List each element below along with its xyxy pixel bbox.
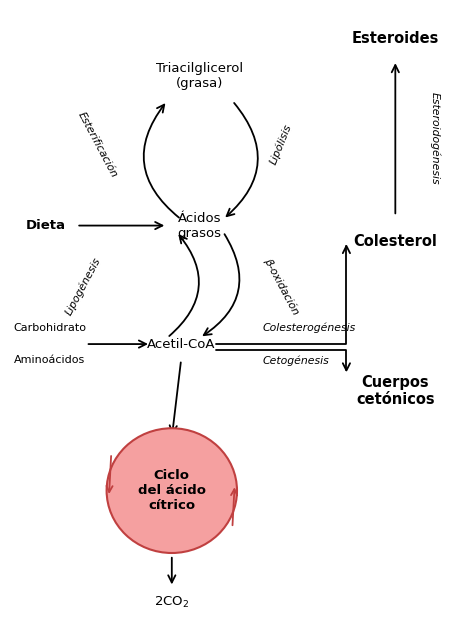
Text: Lipólisis: Lipólisis [268,123,294,166]
Text: Esterificación: Esterificación [76,110,119,179]
Text: Esteroidogénesis: Esteroidogénesis [429,92,440,185]
Text: Acetil-CoA: Acetil-CoA [147,337,215,351]
Ellipse shape [107,428,237,553]
Text: Ácidos
grasos: Ácidos grasos [178,212,222,240]
Text: Colesterol: Colesterol [354,234,437,248]
Text: Cetogénesis: Cetogénesis [263,355,329,366]
Text: Esteroides: Esteroides [352,31,439,46]
Text: β-oxidación: β-oxidación [262,256,301,316]
Text: Cuerpos
cetónicos: Cuerpos cetónicos [356,375,435,407]
Text: Triacilglicerol
(grasa): Triacilglicerol (grasa) [156,62,243,90]
Text: Dieta: Dieta [26,219,66,232]
Text: Aminoácidos: Aminoácidos [13,355,85,365]
Text: Colesterogénesis: Colesterogénesis [263,322,356,333]
Text: Ciclo
del ácido
cítrico: Ciclo del ácido cítrico [138,469,206,512]
Text: 2CO$_2$: 2CO$_2$ [154,595,190,611]
Text: Carbohidrato: Carbohidrato [13,323,86,333]
Text: Lipogénesis: Lipogénesis [64,255,103,317]
